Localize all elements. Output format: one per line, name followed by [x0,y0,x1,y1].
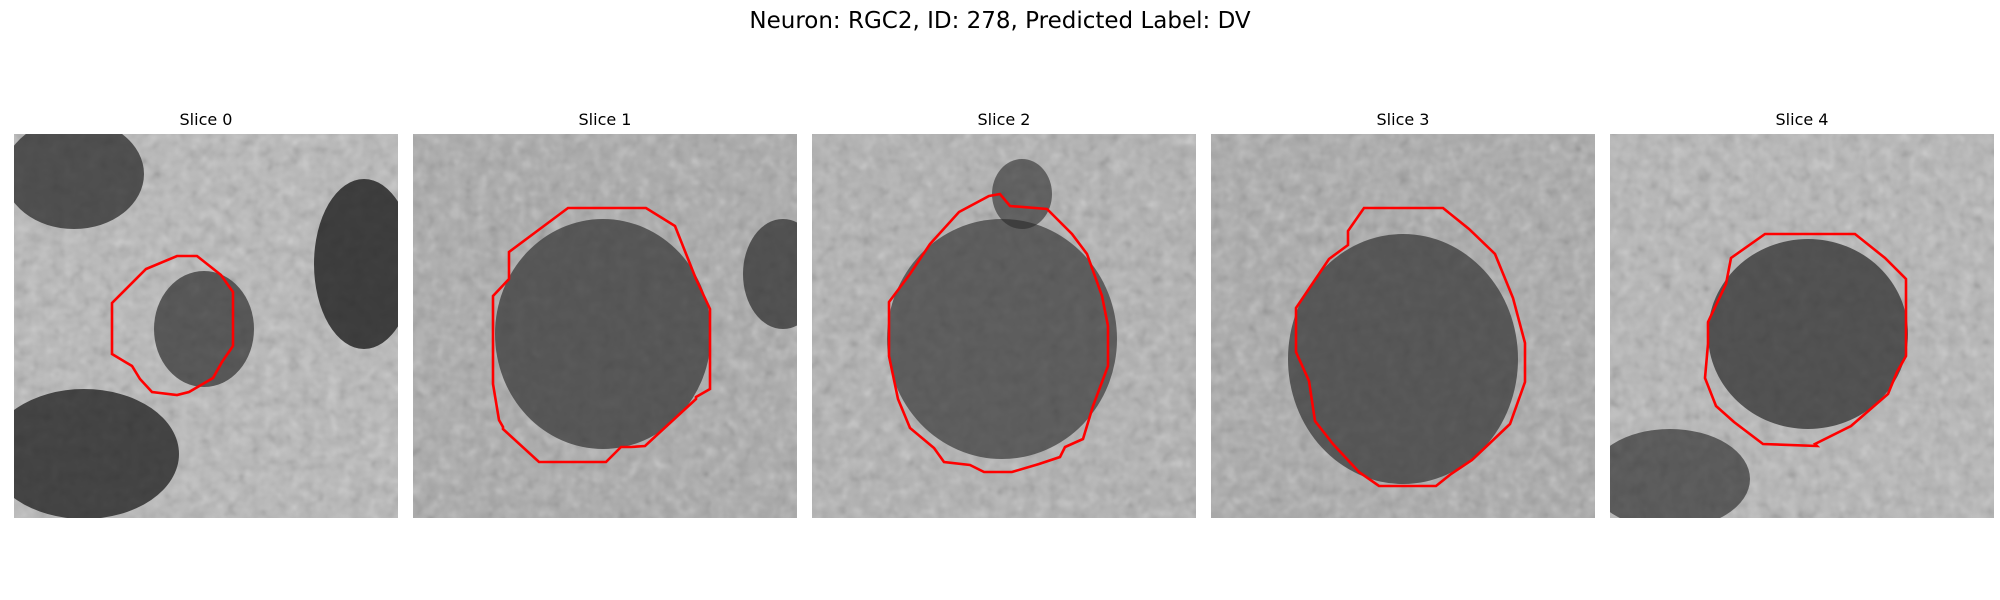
roi-contour [1703,232,1908,448]
roi-contour [491,206,712,464]
slice-image [1610,134,1994,518]
roi-contour [887,192,1110,474]
slice-panel-2: Slice 2 [812,108,1196,518]
slice-title: Slice 3 [1376,110,1430,129]
slice-panel-1: Slice 1 [413,108,797,518]
slice-title: Slice 4 [1775,110,1829,129]
slice-image [413,134,797,518]
figure-title: Neuron: RGC2, ID: 278, Predicted Label: … [749,8,1251,34]
roi-contour [110,254,235,397]
slice-image [812,134,1196,518]
slice-panel-3: Slice 3 [1211,108,1595,518]
slice-image [1211,134,1595,518]
slice-image [14,134,398,518]
slice-title: Slice 2 [977,110,1031,129]
slice-panel-0: Slice 0 [14,108,398,518]
slice-title: Slice 1 [578,110,632,129]
roi-contour [1294,206,1527,488]
slice-title: Slice 0 [179,110,233,129]
slice-panel-4: Slice 4 [1610,108,1994,518]
